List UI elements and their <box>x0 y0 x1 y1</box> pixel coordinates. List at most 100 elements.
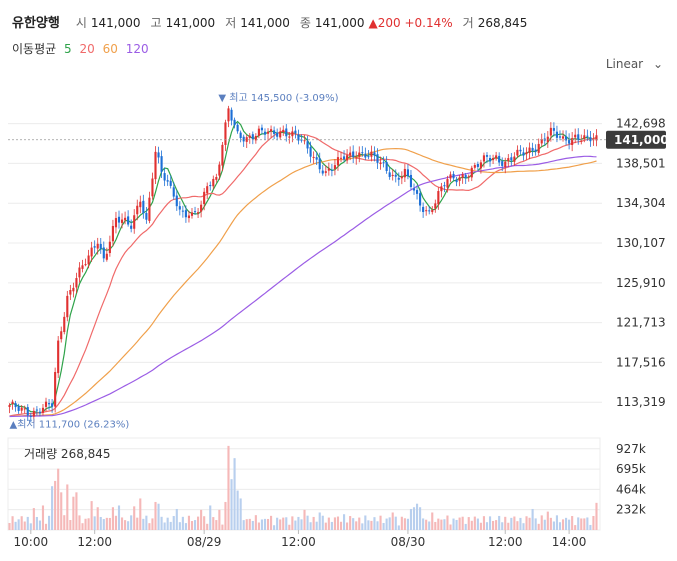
candle-body <box>479 162 482 169</box>
candle-body <box>358 152 361 157</box>
volume-bar <box>178 522 181 530</box>
candle-body <box>105 253 108 260</box>
candle-body <box>209 184 212 187</box>
volume-bar <box>492 520 495 530</box>
volume-bar <box>257 522 260 530</box>
candle-body <box>549 127 552 136</box>
candle-body <box>425 210 428 212</box>
volume-bar <box>17 519 20 530</box>
volume-bar <box>592 515 595 530</box>
volume-bar <box>327 517 330 530</box>
candle-body <box>151 178 154 197</box>
candle-body <box>102 247 105 259</box>
candle-body <box>251 134 254 140</box>
volume-bar <box>519 517 522 530</box>
volume-bar <box>431 512 434 530</box>
candle-body <box>260 127 264 131</box>
volume-bar <box>245 519 248 530</box>
volume-bar <box>571 516 574 530</box>
volume-bar <box>516 521 519 530</box>
volume-bar <box>212 517 215 530</box>
volume-bar <box>251 520 254 530</box>
candle-body <box>321 170 324 174</box>
volume-bar <box>568 519 571 530</box>
change-value: ▲200 +0.14% <box>368 16 453 30</box>
ma-120-line <box>9 155 597 418</box>
volume-bar <box>349 516 352 530</box>
volume-bar <box>440 519 443 530</box>
candle-body <box>513 156 516 162</box>
volume-bar <box>586 517 589 530</box>
low-value: 141,000 <box>240 16 290 30</box>
candle-body <box>84 264 87 266</box>
candle-body <box>130 225 133 229</box>
volume-bar <box>285 517 288 530</box>
candle-body <box>47 403 51 405</box>
volume-bar <box>580 518 583 530</box>
scale-selector[interactable]: Linear ⌄ <box>606 57 663 71</box>
volume-bar <box>455 519 458 530</box>
volume-bar <box>412 507 416 530</box>
candle-body <box>382 162 385 164</box>
volume-bar <box>452 518 455 530</box>
candle-body <box>571 138 574 145</box>
candle-body <box>409 174 413 188</box>
candle-body <box>333 165 336 170</box>
volume-bar <box>291 516 294 530</box>
candle-body <box>69 289 72 295</box>
volume-bar <box>169 521 172 530</box>
candle-body <box>32 410 35 417</box>
volume-bar <box>72 496 75 530</box>
volume-bar <box>288 524 291 530</box>
candle-body <box>443 185 446 187</box>
volume-tick-label: 695k <box>616 462 646 476</box>
candle-body <box>190 212 194 216</box>
volume-bar <box>443 519 446 530</box>
candle-body <box>72 287 75 292</box>
candle-body <box>44 401 48 407</box>
candle-body <box>303 140 306 142</box>
candle-body <box>133 215 136 229</box>
candle-body <box>148 197 151 221</box>
volume-bar <box>200 509 203 530</box>
volume-bar <box>561 519 565 530</box>
volume-bar <box>403 518 406 530</box>
candle-body <box>60 331 63 340</box>
candle-body <box>577 134 580 141</box>
candle-body <box>583 135 586 140</box>
current-price-tag <box>606 130 666 149</box>
volume-bar <box>485 522 489 530</box>
volume-bar <box>388 517 391 530</box>
volume-bar <box>96 507 99 530</box>
volume-bar <box>248 518 251 530</box>
volume-bar <box>379 515 382 530</box>
y-tick-label: 113,319 <box>616 395 666 409</box>
candle-body <box>446 179 449 188</box>
candle-body <box>221 144 224 166</box>
candle-body <box>51 403 54 407</box>
candle-body <box>14 403 17 408</box>
candle-body <box>257 128 260 136</box>
volume-bar <box>38 520 41 530</box>
close-value: 141,000 <box>314 16 365 30</box>
candle-body <box>482 155 486 162</box>
ma-20-line <box>9 130 597 417</box>
volume-bar <box>181 516 184 530</box>
volume-bar <box>397 525 400 530</box>
volume-bar <box>114 515 118 530</box>
volume-bar <box>151 518 154 530</box>
candle-body <box>522 152 525 156</box>
volume-bar <box>364 515 367 530</box>
candle-body <box>35 409 38 411</box>
volume-bar <box>504 516 507 530</box>
volume-bar <box>172 516 175 530</box>
candle-body <box>276 132 279 137</box>
candle-body <box>561 136 565 139</box>
volume-bar <box>127 521 130 530</box>
candle-body <box>537 143 540 153</box>
high-value: 141,000 <box>165 16 216 30</box>
volume-bar <box>361 523 364 530</box>
volume-bar <box>108 517 111 530</box>
candle-body <box>81 265 84 269</box>
